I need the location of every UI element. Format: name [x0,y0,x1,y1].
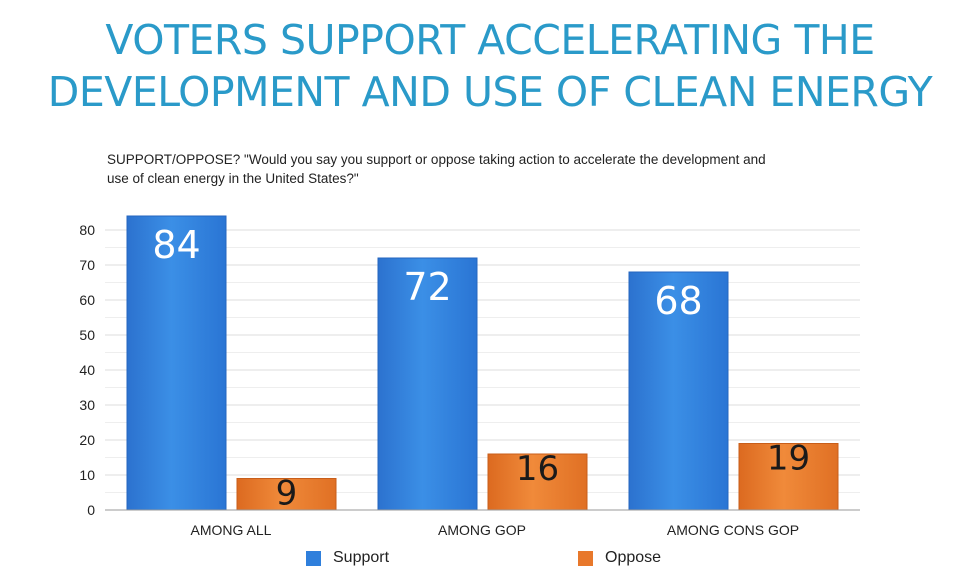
bar-oppose [738,443,839,511]
legend-swatch-oppose [578,550,593,566]
chart-title-line-1: VOTERS SUPPORT ACCELERATING THE [105,16,875,64]
data-label-oppose: 9 [276,474,298,514]
legend-label-oppose: Oppose [605,549,662,566]
y-tick-label: 50 [79,327,95,343]
bar-oppose [236,478,337,511]
y-tick-label: 70 [79,257,95,273]
data-label-oppose: 16 [516,449,559,489]
legend-label-support: Support [333,549,390,566]
x-category-label: AMONG CONS GOP [667,522,799,538]
data-label-support: 68 [654,279,702,323]
bar-oppose [487,453,588,511]
data-label-oppose: 19 [767,439,810,479]
y-tick-label: 60 [79,292,95,308]
chart-title-line-2: DEVELOPMENT AND USE OF CLEAN ENERGY [47,68,933,116]
x-category-label: AMONG GOP [438,522,526,538]
x-category-label: AMONG ALL [191,522,272,538]
y-tick-label: 80 [79,222,95,238]
y-tick-label: 40 [79,362,95,378]
chart-subtitle: SUPPORT/OPPOSE? "Would you say you suppo… [107,150,907,188]
bar-support [377,257,478,511]
bar-support [628,271,729,511]
y-tick-label: 10 [79,467,95,483]
y-tick-label: 20 [79,432,95,448]
legend-swatch-support [306,550,321,566]
chart-legend: Support Oppose [0,544,980,572]
chart-subtitle-line-1: SUPPORT/OPPOSE? "Would you say you suppo… [107,152,766,167]
chart-title: VOTERS SUPPORT ACCELERATING THE DEVELOPM… [0,14,980,118]
data-label-support: 84 [152,223,200,267]
y-tick-label: 0 [87,502,95,518]
data-label-support: 72 [403,265,451,309]
y-tick-label: 30 [79,397,95,413]
legend-item-oppose: Oppose [578,544,661,572]
chart-subtitle-line-2: use of clean energy in the United States… [107,171,359,186]
legend-item-support: Support [306,544,389,572]
